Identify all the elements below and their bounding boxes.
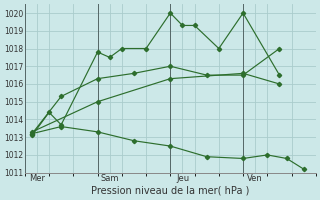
X-axis label: Pression niveau de la mer( hPa ): Pression niveau de la mer( hPa ) [91,186,250,196]
